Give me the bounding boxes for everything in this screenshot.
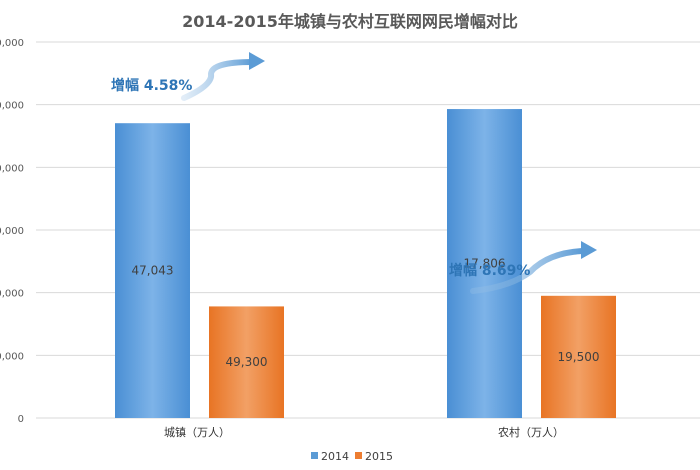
growth-arrowhead-icon [581,241,597,259]
data-label: 49,300 [226,355,268,369]
y-tick-label: 30,000 [0,226,24,237]
legend-swatch-2014 [311,452,318,459]
y-tick-label: 60,000 [0,38,24,49]
bar-2014-0 [115,123,190,418]
bars [115,109,616,418]
growth-arrow-icon [181,59,255,101]
x-category-label: 农村（万人） [498,425,564,439]
data-labels: 47,043 49,300 17,806 19,500 [132,257,600,370]
x-category-label: 城镇（万人） [164,425,230,439]
bar-2014-1 [447,109,522,418]
chart-title: 2014-2015年城镇与农村互联网网民增幅对比 [182,12,518,31]
legend-label-2014: 2014 [321,450,349,463]
bar-2015-1 [541,295,616,418]
y-tick-label: 10,000 [0,351,24,362]
y-tick-label: 0 [18,414,24,425]
growth-annotation: 增幅 4.58% [111,77,192,94]
legend: 2014 2015 [311,450,393,463]
growth-arrowhead-icon [249,52,265,70]
bar-2015-0 [209,306,284,418]
data-label: 47,043 [132,264,174,278]
y-tick-label: 50,000 [0,101,24,112]
y-axis-ticks: 0 10,000 20,000 30,000 40,000 50,000 60,000 [0,38,24,425]
x-axis-categories: 城镇（万人） 农村（万人） [164,425,564,439]
growth-annotation: 增幅 8.69% [449,262,530,279]
y-tick-label: 20,000 [0,289,24,300]
data-label: 17,806 [464,257,506,271]
legend-label-2015: 2015 [365,450,393,463]
legend-swatch-2015 [355,452,362,459]
growth-arrow-icon [470,248,585,294]
annotations: 增幅 4.58% 增幅 8.69% [111,52,597,294]
data-label: 19,500 [558,350,600,364]
y-tick-label: 40,000 [0,163,24,174]
